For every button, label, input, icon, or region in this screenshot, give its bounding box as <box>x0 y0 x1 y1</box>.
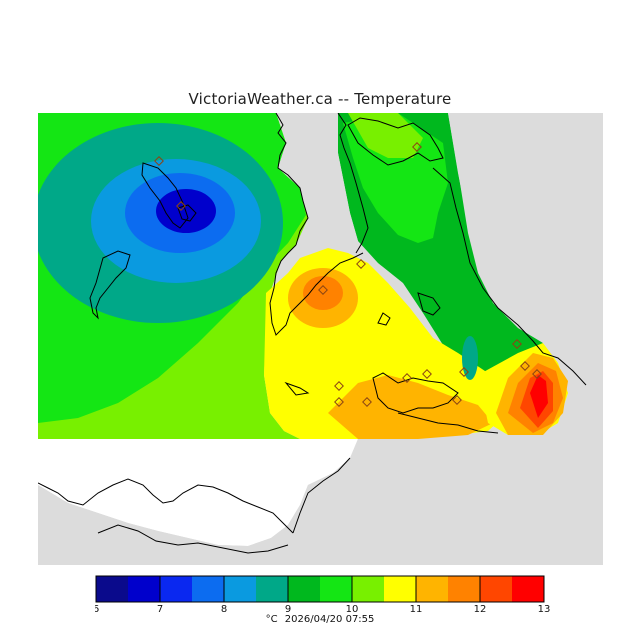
station-marker <box>154 156 164 166</box>
colorbar-swatch <box>352 576 385 602</box>
station-marker <box>334 381 344 391</box>
colorbar-tick-label: 9 <box>285 604 291 613</box>
station-marker <box>334 397 344 407</box>
station-marker <box>402 373 412 383</box>
temperature-map[interactable] <box>38 113 603 565</box>
colorbar-tick-label: 10 <box>346 604 359 613</box>
station-marker <box>318 285 328 295</box>
station-marker <box>512 339 522 349</box>
station-marker <box>452 395 462 405</box>
station-marker <box>422 369 432 379</box>
colorbar-swatch <box>320 576 353 602</box>
colorbar-tick-label: 7 <box>157 604 163 613</box>
temp-band-east-13 <box>530 375 548 418</box>
colorbar-swatch <box>128 576 161 602</box>
colorbar-tick-label: 6 <box>95 604 99 613</box>
temp-band-12 <box>303 276 343 310</box>
colorbar-swatches <box>96 576 545 602</box>
station-marker <box>532 369 542 379</box>
colorbar-tick-label: 8 <box>221 604 227 613</box>
timestamp: 2026/04/20 07:55 <box>284 614 375 625</box>
temp-band-east-8-5 <box>462 336 478 380</box>
land-north <box>278 113 358 248</box>
station-marker <box>520 361 530 371</box>
station-marker <box>356 259 366 269</box>
colorbar-swatch <box>96 576 129 602</box>
land-south <box>38 439 603 565</box>
station-marker <box>362 397 372 407</box>
station-marker <box>176 201 186 211</box>
colorbar-swatch <box>256 576 289 602</box>
page-title: VictoriaWeather.ca -- Temperature <box>188 90 452 108</box>
colorbar-ticks: 6 7 8 9 10 11 12 13 <box>95 576 550 613</box>
colorbar-swatch <box>384 576 417 602</box>
footer-label: °C 2026/04/20 07:55 <box>0 614 640 625</box>
unit-label: °C <box>265 614 278 625</box>
temp-band-south-11-5 <box>328 375 493 439</box>
station-marker <box>459 367 469 377</box>
colorbar-swatch <box>448 576 481 602</box>
station-marker <box>412 142 422 152</box>
temp-band-north-10-5 <box>348 113 423 158</box>
colorbar-tick-label: 13 <box>538 604 551 613</box>
colorbar-swatch <box>416 576 449 602</box>
islands <box>89 162 197 320</box>
colorbar-swatch <box>480 576 513 602</box>
colorbar-swatch <box>160 576 193 602</box>
colorbar-tick-label: 12 <box>474 604 487 613</box>
colorbar-swatch <box>224 576 257 602</box>
temperature-colorbar: 6 7 8 9 10 11 12 13 <box>95 575 550 613</box>
no-data-region <box>38 439 358 546</box>
colorbar-swatch <box>192 576 225 602</box>
colorbar-tick-label: 11 <box>410 604 423 613</box>
station-markers <box>154 142 542 407</box>
colorbar-swatch <box>512 576 545 602</box>
coastlines <box>38 113 587 554</box>
colorbar-swatch <box>288 576 321 602</box>
